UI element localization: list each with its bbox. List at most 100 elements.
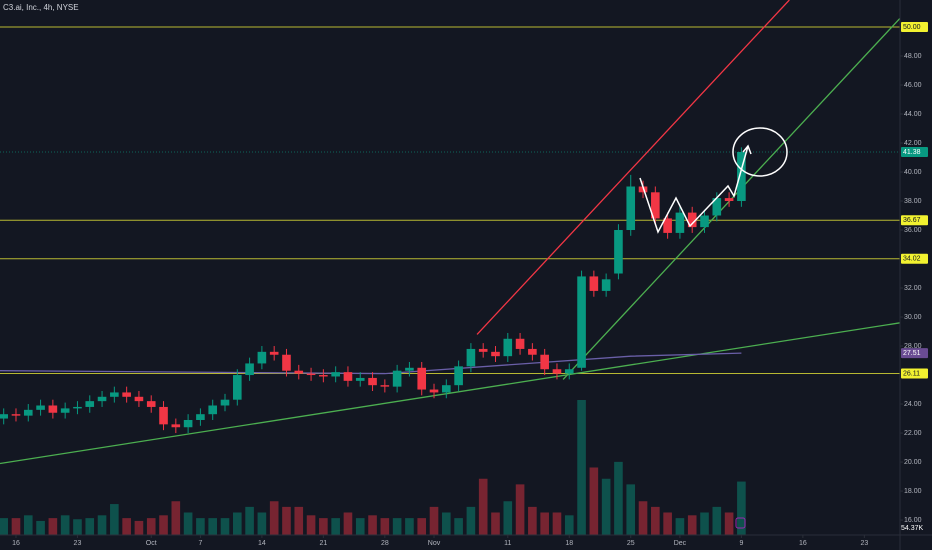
volume-bar — [651, 506, 660, 535]
volume-bar — [48, 518, 58, 535]
y-tick-label: 18.00 — [904, 488, 922, 495]
hline-badge — [901, 21, 928, 32]
volume-bar — [528, 506, 537, 535]
y-tick-label: 24.00 — [904, 401, 922, 408]
x-tick-label: 21 — [319, 540, 327, 547]
volume-bar — [319, 518, 328, 535]
candle-body — [429, 389, 439, 393]
y-tick-label: 32.00 — [904, 285, 922, 292]
y-tick-label: 36.00 — [904, 227, 922, 234]
candle-body — [589, 276, 599, 291]
trend-line — [0, 352, 742, 375]
candle-body — [724, 198, 734, 202]
annotation-zigzag — [639, 145, 749, 234]
volume-bar — [245, 506, 254, 535]
candle-body — [159, 406, 168, 425]
candle-body — [601, 279, 611, 291]
volume-bar — [675, 518, 685, 535]
trend-line — [0, 322, 901, 465]
volume-bar — [417, 518, 427, 535]
volume-bar — [171, 501, 181, 535]
candle-body — [737, 151, 746, 202]
volume-bar — [355, 518, 365, 535]
candle-body — [675, 212, 685, 233]
volume-bar — [159, 515, 168, 535]
volume-bar — [380, 518, 390, 535]
candle-body — [23, 409, 33, 416]
candle-body — [368, 377, 377, 386]
y-tick-label: 16.00 — [904, 517, 922, 524]
volume-bar — [122, 518, 131, 535]
volume-bar — [515, 484, 525, 535]
x-tick-label: 7 — [198, 540, 202, 547]
volume-bar — [577, 400, 586, 535]
candle-body — [269, 351, 279, 355]
candle-body — [97, 396, 107, 402]
candle-body — [319, 375, 328, 377]
y-tick-label: 48.00 — [904, 53, 922, 60]
volume-bar — [491, 512, 500, 535]
candle-body — [442, 385, 451, 393]
volume-bar — [405, 518, 414, 535]
hline-badge — [901, 253, 928, 264]
candle-body — [146, 401, 156, 407]
volume-bar — [626, 484, 636, 535]
volume-bar — [614, 461, 623, 535]
volume-bar — [11, 518, 21, 535]
volume-bar — [85, 518, 95, 535]
candle-body — [478, 348, 488, 352]
volume-bar — [146, 518, 156, 535]
candle-body — [282, 354, 291, 371]
volume-bar — [687, 515, 697, 535]
x-tick-label: Dec — [674, 540, 687, 547]
y-tick-label: 46.00 — [904, 82, 922, 89]
candle-body — [85, 401, 95, 407]
candle-body — [11, 414, 21, 416]
candle-body — [48, 405, 58, 413]
volume-bar — [208, 518, 218, 535]
y-tick-label: 38.00 — [904, 198, 922, 205]
x-tick-label: 23 — [860, 540, 868, 547]
volume-bar — [552, 512, 562, 535]
volume-bar — [196, 518, 205, 535]
hline-badge — [901, 368, 928, 379]
volume-bar — [220, 518, 230, 535]
volume-bar — [663, 512, 672, 535]
volume-bar — [183, 512, 193, 535]
candle-body — [245, 363, 254, 376]
volume-label: 54.37K — [901, 525, 924, 532]
hline-badge-label: 36.67 — [903, 217, 921, 224]
y-tick-label: 42.00 — [904, 140, 922, 147]
candle-body — [687, 212, 697, 228]
candle-body — [196, 414, 205, 420]
x-tick-label: 25 — [627, 540, 635, 547]
candle-body — [343, 372, 353, 381]
volume-bar — [724, 512, 734, 535]
y-tick-label: 30.00 — [904, 314, 922, 321]
annotation-arrowhead — [742, 144, 752, 155]
candle-body — [466, 348, 476, 367]
candle-body — [614, 230, 623, 274]
y-tick-label: 44.00 — [904, 111, 922, 118]
annotation-circle — [732, 127, 788, 177]
y-tick-label: 20.00 — [904, 459, 922, 466]
candle-body — [232, 375, 242, 400]
plot-area — [0, 0, 901, 535]
price-axis — [900, 0, 932, 550]
price-badge — [901, 348, 928, 359]
volume-bar — [466, 506, 476, 535]
candle-body — [220, 399, 230, 406]
volume-bar — [36, 520, 45, 535]
volume-bar — [0, 518, 8, 535]
candle-body — [540, 354, 549, 370]
volume-bar — [392, 518, 402, 535]
candle-body — [60, 408, 70, 413]
volume-bar — [429, 506, 439, 535]
x-tick-label: 14 — [258, 540, 266, 547]
candle-body — [663, 218, 672, 233]
x-tick-label: 16 — [799, 540, 807, 547]
volume-bar — [282, 506, 291, 535]
x-tick-label: 11 — [504, 540, 511, 547]
